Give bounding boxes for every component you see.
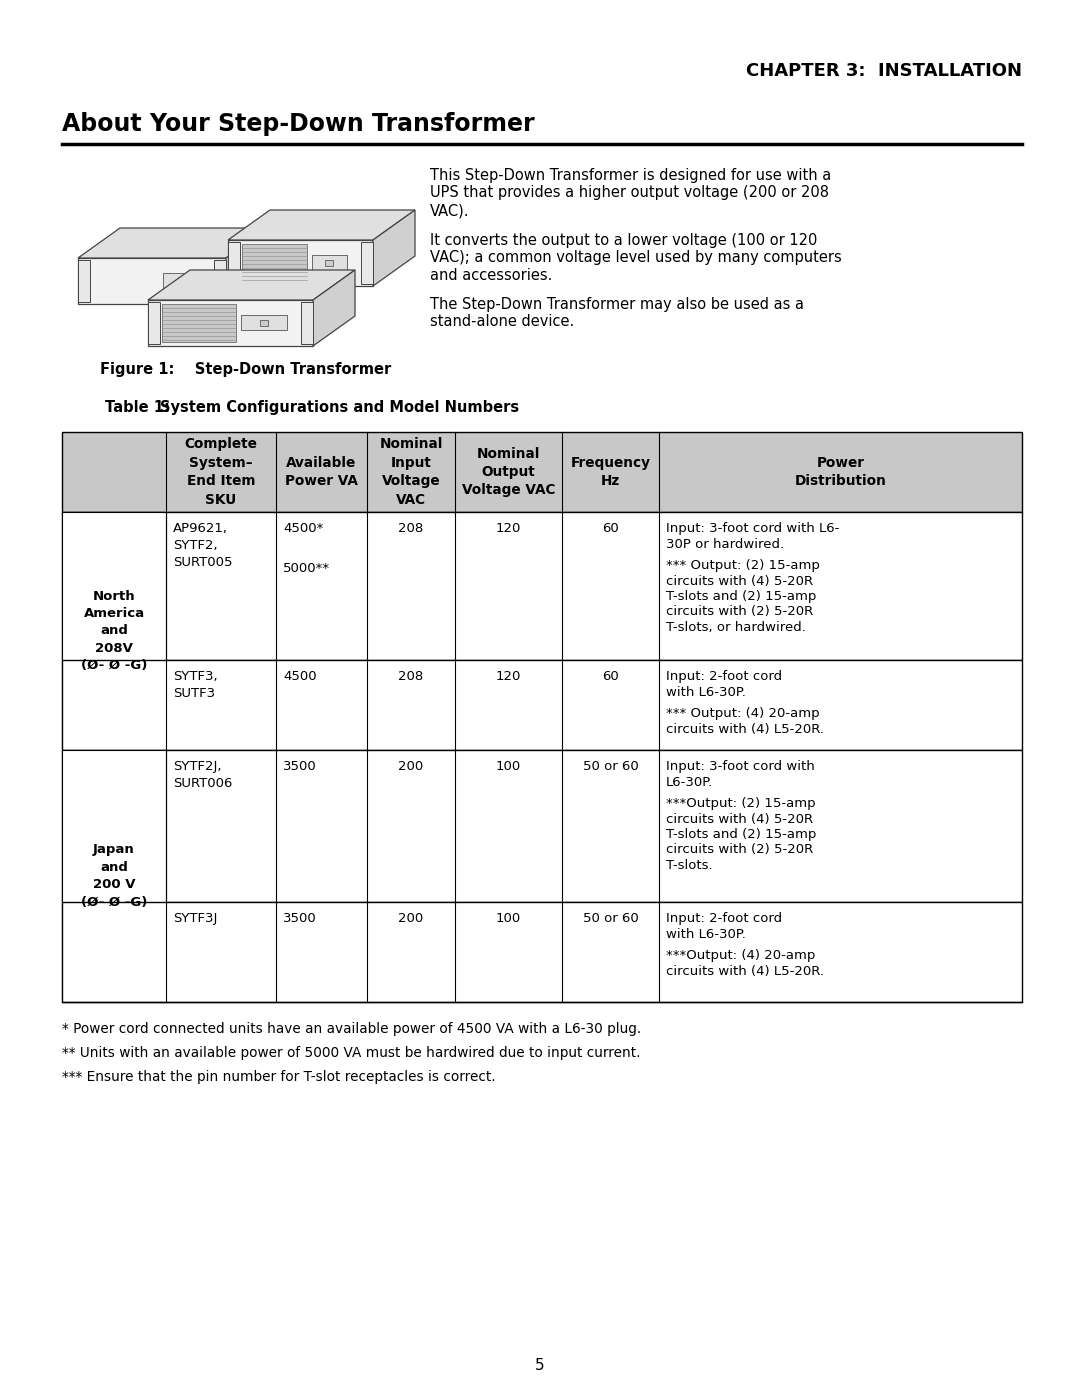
Bar [301, 302, 313, 344]
Text: North
America
and
208V
(Ø- Ø -G): North America and 208V (Ø- Ø -G) [81, 590, 147, 672]
Text: Nominal
Input
Voltage
VAC: Nominal Input Voltage VAC [379, 437, 443, 507]
Text: 100: 100 [496, 760, 522, 773]
Text: Available
Power VA: Available Power VA [285, 455, 357, 488]
Text: Figure 1:    Step-Down Transformer: Figure 1: Step-Down Transformer [100, 362, 391, 377]
Text: stand-alone device.: stand-alone device. [430, 314, 575, 330]
Text: UPS that provides a higher output voltage (200 or 208: UPS that provides a higher output voltag… [430, 186, 829, 201]
Text: It converts the output to a lower voltage (100 or 120: It converts the output to a lower voltag… [430, 232, 818, 247]
Text: and accessories.: and accessories. [430, 267, 552, 282]
Text: 4500*

5000**: 4500* 5000** [283, 522, 330, 576]
Text: with L6-30P.: with L6-30P. [666, 928, 746, 940]
Text: *** Output: (4) 20-amp: *** Output: (4) 20-amp [666, 707, 820, 719]
Text: Input: 2-foot cord: Input: 2-foot cord [666, 671, 782, 683]
Text: This Step-Down Transformer is designed for use with a: This Step-Down Transformer is designed f… [430, 168, 832, 183]
Bar [242, 244, 307, 282]
Text: SYTF3,
SUTF3: SYTF3, SUTF3 [173, 671, 218, 700]
Text: *** Output: (2) 15-amp: *** Output: (2) 15-amp [666, 559, 820, 571]
Text: Complete
System–
End Item
SKU: Complete System– End Item SKU [185, 437, 257, 507]
Bar [214, 260, 226, 302]
Text: T-slots, or hardwired.: T-slots, or hardwired. [666, 622, 806, 634]
Text: VAC).: VAC). [430, 203, 470, 218]
Polygon shape [148, 270, 355, 300]
Text: with L6-30P.: with L6-30P. [666, 686, 746, 698]
Text: L6-30P.: L6-30P. [666, 775, 713, 788]
Polygon shape [373, 210, 415, 286]
Text: 120: 120 [496, 671, 522, 683]
Text: The Step-Down Transformer may also be used as a: The Step-Down Transformer may also be us… [430, 298, 804, 312]
Bar [325, 260, 333, 265]
Text: Power
Distribution: Power Distribution [795, 455, 887, 488]
Text: circuits with (2) 5-20R: circuits with (2) 5-20R [666, 605, 813, 619]
Polygon shape [78, 258, 226, 305]
Text: circuits with (4) 5-20R: circuits with (4) 5-20R [666, 813, 813, 826]
Bar [62, 659, 1022, 750]
Bar [62, 432, 1022, 511]
Text: * Power cord connected units have an available power of 4500 VA with a L6-30 plu: * Power cord connected units have an ava… [62, 1023, 642, 1037]
Text: Frequency
Hz: Frequency Hz [570, 455, 650, 488]
Text: Japan
and
200 V
(Ø- Ø -G): Japan and 200 V (Ø- Ø -G) [81, 844, 147, 909]
Text: Table 1:: Table 1: [105, 400, 170, 415]
Text: 30P or hardwired.: 30P or hardwired. [666, 538, 784, 550]
Text: 60: 60 [603, 522, 619, 535]
Text: 5: 5 [536, 1358, 544, 1373]
Polygon shape [226, 228, 268, 305]
Text: T-slots and (2) 15-amp: T-slots and (2) 15-amp [666, 828, 816, 841]
Polygon shape [148, 300, 313, 346]
Text: AP9621,
SYTF2,
SURT005: AP9621, SYTF2, SURT005 [173, 522, 232, 569]
Bar [62, 902, 1022, 1002]
Text: About Your Step-Down Transformer: About Your Step-Down Transformer [62, 112, 535, 136]
Text: 60: 60 [603, 671, 619, 683]
Bar [163, 272, 200, 288]
Text: 3500: 3500 [283, 912, 316, 925]
Text: circuits with (4) 5-20R: circuits with (4) 5-20R [666, 574, 813, 588]
Polygon shape [228, 210, 415, 240]
Polygon shape [228, 240, 373, 286]
Text: 100: 100 [496, 912, 522, 925]
Bar [62, 511, 166, 750]
Bar [260, 320, 268, 326]
Text: 208: 208 [399, 671, 423, 683]
Text: CHAPTER 3:  INSTALLATION: CHAPTER 3: INSTALLATION [746, 61, 1022, 80]
Text: Input: 3-foot cord with L6-: Input: 3-foot cord with L6- [666, 522, 839, 535]
Text: ***Output: (2) 15-amp: ***Output: (2) 15-amp [666, 798, 815, 810]
Text: Input: 3-foot cord with: Input: 3-foot cord with [666, 760, 814, 773]
Text: VAC); a common voltage level used by many computers: VAC); a common voltage level used by man… [430, 250, 841, 265]
Text: 3500: 3500 [283, 760, 316, 773]
Text: SYTF3J: SYTF3J [173, 912, 217, 925]
Text: 120: 120 [496, 522, 522, 535]
Bar [228, 242, 240, 284]
Text: Nominal
Output
Voltage VAC: Nominal Output Voltage VAC [462, 447, 555, 497]
Bar [62, 511, 1022, 659]
Text: System Configurations and Model Numbers: System Configurations and Model Numbers [160, 400, 519, 415]
Bar [78, 260, 90, 302]
Polygon shape [313, 270, 355, 346]
Bar [241, 314, 287, 330]
Text: 200: 200 [399, 760, 423, 773]
Text: T-slots and (2) 15-amp: T-slots and (2) 15-amp [666, 590, 816, 604]
Text: 4500: 4500 [283, 671, 316, 683]
Text: circuits with (2) 5-20R: circuits with (2) 5-20R [666, 844, 813, 856]
Text: ***Output: (4) 20-amp: ***Output: (4) 20-amp [666, 949, 815, 963]
Bar [62, 750, 166, 1002]
Bar [312, 256, 347, 270]
Text: 50 or 60: 50 or 60 [582, 912, 638, 925]
Bar [361, 242, 373, 284]
Text: 200: 200 [399, 912, 423, 925]
Text: circuits with (4) L5-20R.: circuits with (4) L5-20R. [666, 722, 824, 735]
Text: 208: 208 [399, 522, 423, 535]
Text: Input: 2-foot cord: Input: 2-foot cord [666, 912, 782, 925]
Text: circuits with (4) L5-20R.: circuits with (4) L5-20R. [666, 964, 824, 978]
Text: 50 or 60: 50 or 60 [582, 760, 638, 773]
Text: ** Units with an available power of 5000 VA must be hardwired due to input curre: ** Units with an available power of 5000… [62, 1046, 640, 1060]
Bar [162, 305, 237, 342]
Text: SYTF2J,
SURT006: SYTF2J, SURT006 [173, 760, 232, 789]
Polygon shape [78, 228, 268, 258]
Text: T-slots.: T-slots. [666, 859, 713, 872]
Bar [62, 750, 1022, 902]
Bar [177, 278, 185, 284]
Text: *** Ensure that the pin number for T-slot receptacles is correct.: *** Ensure that the pin number for T-slo… [62, 1070, 496, 1084]
Bar [148, 302, 160, 344]
